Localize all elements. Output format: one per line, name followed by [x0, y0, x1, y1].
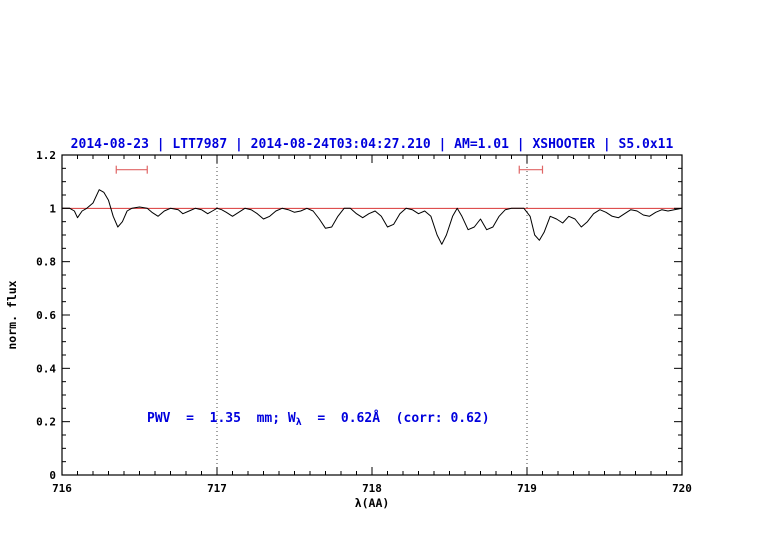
y-tick-label: 0 [49, 469, 56, 482]
spectrum-line [62, 189, 683, 245]
pwv-annotation-sub: λ [296, 417, 302, 428]
x-tick-label: 720 [672, 482, 692, 495]
y-tick-label: 0.2 [36, 416, 56, 429]
x-tick-label: 716 [52, 482, 72, 495]
x-tick-label: 717 [207, 482, 227, 495]
pwv-annotation-post: = 0.62Å (corr: 0.62) [302, 410, 490, 426]
plot-area: 716 717 718 719 720 0 0.2 0.4 0.6 0.8 1 1.2 [36, 149, 692, 495]
chart-title: 2014-08-23 | LTT7987 | 2014-08-24T03:04:… [71, 137, 674, 152]
y-tick-label: 0.6 [36, 309, 56, 322]
x-tick-label: 719 [517, 482, 537, 495]
y-tick-label: 0.4 [36, 362, 56, 375]
y-tick-label: 1 [49, 202, 56, 215]
y-tick-label: 1.2 [36, 149, 56, 162]
pwv-annotation: PWV = 1.35 mm; Wλ = 0.62Å (corr: 0.62) [147, 410, 490, 428]
x-tick-label: 718 [362, 482, 382, 495]
y-axis-label: norm. flux [5, 280, 19, 349]
interval-marker [518, 165, 544, 174]
plot-frame [61, 154, 683, 476]
x-axis-label: λ(AA) [355, 496, 390, 510]
interval-marker [115, 165, 148, 174]
pwv-annotation-pre: PWV = 1.35 mm; W [147, 411, 296, 426]
y-tick-label: 0.8 [36, 256, 56, 269]
